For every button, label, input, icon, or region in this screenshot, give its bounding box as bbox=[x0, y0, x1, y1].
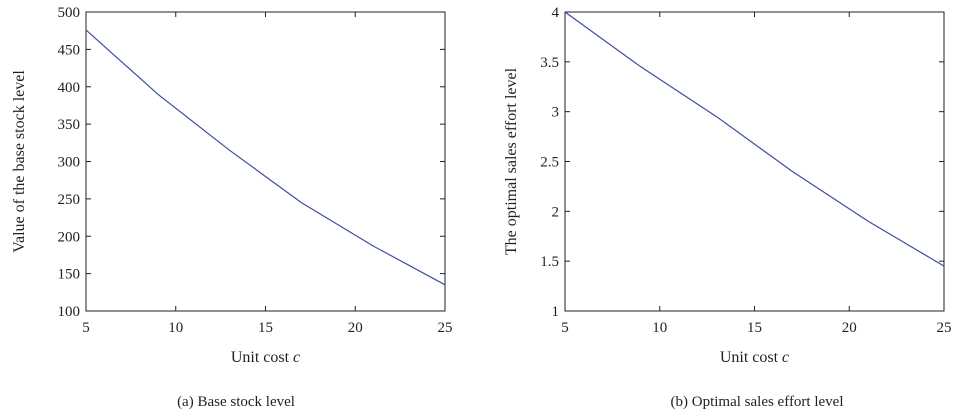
y-tick-label: 300 bbox=[58, 155, 81, 171]
y-axis-label: The optimal sales effort level bbox=[503, 67, 520, 255]
x-axis-label: Unit cost c bbox=[231, 349, 300, 366]
y-tick-label: 1 bbox=[552, 304, 560, 320]
y-tick-label: 150 bbox=[58, 267, 81, 283]
x-axis-label: Unit cost c bbox=[720, 349, 789, 366]
y-tick-label: 200 bbox=[58, 229, 81, 245]
panel-caption: (b) Optimal sales effort level bbox=[671, 394, 844, 410]
y-tick-label: 400 bbox=[58, 80, 81, 96]
x-axis-label-variable: c bbox=[782, 349, 789, 366]
chart-panel-a: 5 10 15 20 25 100 150 200 250 300 350 400 450 500 Unit… bbox=[11, 5, 453, 410]
y-tick-label: 250 bbox=[58, 192, 81, 208]
y-tick-label: 2.5 bbox=[540, 155, 559, 171]
panel-caption: (a) Base stock level bbox=[177, 394, 295, 410]
x-tick-label: 15 bbox=[747, 320, 762, 336]
y-tick-label: 100 bbox=[58, 304, 81, 320]
x-tick-label: 5 bbox=[561, 320, 569, 336]
x-axis-label-variable: c bbox=[293, 349, 300, 366]
x-tick-label: 20 bbox=[842, 320, 857, 336]
y-tick-label: 3.5 bbox=[540, 55, 559, 71]
y-tick-label: 1.5 bbox=[540, 254, 559, 270]
x-tick-label: 10 bbox=[652, 320, 667, 336]
y-tick-label: 350 bbox=[58, 117, 81, 133]
x-tick-label: 25 bbox=[438, 320, 453, 336]
y-tick-label: 3 bbox=[552, 105, 560, 121]
y-tick-label: 4 bbox=[552, 5, 560, 21]
x-tick-label: 5 bbox=[82, 320, 90, 336]
x-axis-label-text: Unit cost bbox=[720, 349, 782, 366]
x-axis-label-text: Unit cost bbox=[231, 349, 293, 366]
y-tick-label: 500 bbox=[58, 5, 81, 21]
x-tick-label: 20 bbox=[348, 320, 363, 336]
x-tick-label: 10 bbox=[168, 320, 183, 336]
plot-frame bbox=[85, 11, 446, 312]
series-line bbox=[564, 11, 945, 267]
plot-frame bbox=[564, 11, 945, 312]
x-tick-label: 15 bbox=[258, 320, 273, 336]
x-tick-label: 25 bbox=[937, 320, 952, 336]
chart-panel-b: 5 10 15 20 25 1 1.5 2 2.5 3 3.5 4 Unit cost c The opt… bbox=[503, 5, 952, 410]
y-tick-label: 2 bbox=[552, 204, 560, 220]
y-axis-label: Value of the base stock level bbox=[11, 70, 28, 253]
y-tick-label: 450 bbox=[58, 42, 81, 58]
series-line bbox=[85, 29, 446, 286]
